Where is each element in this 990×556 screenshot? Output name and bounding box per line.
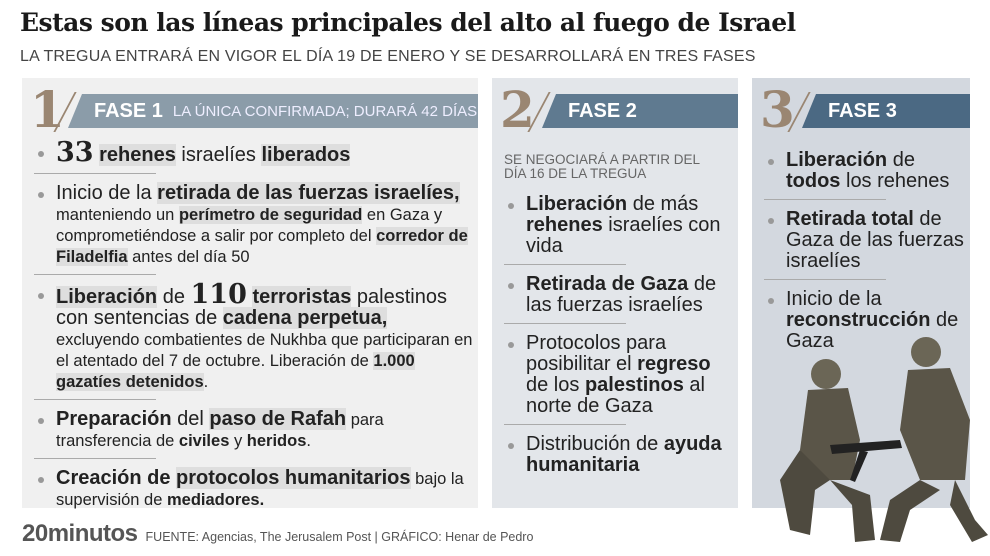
list-item: Protocolos para posibilitar el regreso d… bbox=[504, 333, 736, 425]
footer: 20minutos FUENTE: Agencias, The Jerusale… bbox=[22, 520, 533, 548]
item-separator bbox=[504, 323, 626, 324]
item-text: regreso bbox=[637, 353, 711, 375]
item-text: excluyendo combatientes de Nukhba que pa… bbox=[56, 331, 473, 370]
item-text: Inicio de la bbox=[56, 182, 158, 204]
item-separator bbox=[504, 264, 626, 265]
item-text: Retirada de Gaza bbox=[526, 273, 689, 295]
item-text: terroristas bbox=[252, 286, 352, 308]
list-item: Retirada de Gaza de las fuerzas israelíe… bbox=[504, 274, 736, 324]
item-text: 110 bbox=[190, 279, 247, 310]
item-text: Liberación bbox=[56, 286, 158, 308]
item-separator bbox=[764, 199, 886, 200]
item-text: y bbox=[229, 432, 247, 450]
item-text: Liberación bbox=[526, 193, 628, 215]
item-text: Protocolos para posibilitar el bbox=[526, 332, 667, 375]
item-text: . bbox=[306, 432, 311, 450]
list-item: Inicio de la reconstrucción de Gaza bbox=[764, 289, 968, 360]
item-text: perímetro de seguridad bbox=[178, 206, 363, 224]
phase-list: 33 rehenes israelíes liberados Inicio de … bbox=[34, 139, 474, 527]
item-separator bbox=[504, 424, 626, 425]
item-text: israelíes con vida bbox=[526, 214, 721, 257]
item-text: rehenes bbox=[526, 214, 603, 236]
item-text: Distribución de bbox=[526, 433, 664, 455]
item-text: todos bbox=[786, 170, 841, 192]
item-text: retirada de las fuerzas israelíes, bbox=[157, 182, 460, 204]
page-subtitle: LA TREGUA ENTRARÁ EN VIGOR EL DÍA 19 DE … bbox=[20, 48, 756, 65]
item-text: para transferencia de bbox=[56, 411, 384, 450]
item-text: del bbox=[171, 408, 210, 430]
item-text: civiles bbox=[178, 432, 230, 450]
item-text: Retirada total bbox=[786, 208, 914, 230]
list-item: Creación de protocolos humanitarios bajo… bbox=[34, 467, 474, 518]
phase-label: FASE 2 bbox=[568, 99, 637, 122]
item-text: rehenes bbox=[99, 144, 176, 166]
item-text: Preparación bbox=[56, 408, 172, 430]
item-separator bbox=[34, 458, 156, 459]
item-text: bajo la supervisión de bbox=[56, 470, 464, 509]
phase-header: FASE 2 bbox=[542, 94, 738, 128]
item-text: de bbox=[157, 286, 191, 308]
phase-header: FASE 1 LA ÚNICA CONFIRMADA; DURARÁ 42 DÍ… bbox=[68, 94, 478, 128]
phase-list: Liberación de más rehenes israelíes con … bbox=[504, 194, 736, 493]
item-text: palestinos con sentencias de bbox=[56, 286, 447, 329]
list-item: Inicio de la retirada de las fuerzas isr… bbox=[34, 182, 474, 275]
list-item: Liberación de todos los rehenes bbox=[764, 150, 968, 200]
phase-label: FASE 3 bbox=[828, 99, 897, 122]
item-separator bbox=[34, 399, 156, 400]
item-text: mediadores. bbox=[166, 491, 265, 509]
list-item: Liberación de más rehenes israelíes con … bbox=[504, 194, 736, 265]
item-text: Liberación bbox=[786, 149, 888, 171]
phase-header: FASE 3 bbox=[802, 94, 970, 128]
soldiers-image bbox=[780, 337, 988, 542]
list-item: Preparación del paso de Rafah para trans… bbox=[34, 408, 474, 459]
item-text: antes del día 50 bbox=[127, 248, 250, 266]
item-separator bbox=[764, 279, 886, 280]
item-separator bbox=[34, 173, 156, 174]
item-text: de Gaza de las fuerzas israelíes bbox=[786, 208, 964, 272]
phase-label: FASE 1 bbox=[94, 99, 163, 122]
item-text: cadena perpetua, bbox=[222, 307, 388, 329]
item-text: manteniendo un bbox=[56, 206, 179, 224]
item-text: reconstrucción bbox=[786, 309, 931, 331]
item-text: Inicio de la bbox=[786, 288, 882, 310]
page-title: Estas son las líneas principales del alt… bbox=[20, 8, 796, 37]
item-text: ayuda humanitaria bbox=[526, 433, 722, 476]
phase-1-panel: 1 FASE 1 LA ÚNICA CONFIRMADA; DURARÁ 42 … bbox=[22, 78, 478, 509]
phase-number: 1 bbox=[30, 80, 65, 139]
item-text: de las fuerzas israelíes bbox=[526, 273, 717, 316]
item-text: liberados bbox=[261, 144, 351, 166]
item-text: al norte de Gaza bbox=[526, 374, 705, 417]
item-text: 33 bbox=[56, 137, 94, 168]
item-text: de bbox=[887, 149, 915, 171]
phase-note: SE NEGOCIARÁ A PARTIR DEL DÍA 16 DE LA T… bbox=[504, 152, 700, 181]
brand-logo: 20minutos bbox=[22, 520, 138, 547]
phase-sublabel: LA ÚNICA CONFIRMADA; DURARÁ 42 DÍAS bbox=[172, 102, 478, 120]
item-text: protocolos humanitarios bbox=[176, 467, 411, 489]
item-text: Creación de bbox=[56, 467, 177, 489]
list-item: Distribución de ayuda humanitaria bbox=[504, 434, 736, 484]
item-text: palestinos bbox=[584, 374, 684, 396]
item-text: en Gaza y comprometiéndose a salir por c… bbox=[56, 206, 443, 245]
source-credit: FUENTE: Agencias, The Jerusalem Post | G… bbox=[145, 530, 534, 544]
item-text: . bbox=[203, 373, 209, 391]
phase-2-panel: 2 FASE 2 SE NEGOCIARÁ A PARTIR DEL DÍA 1… bbox=[492, 78, 738, 508]
item-separator bbox=[34, 274, 156, 275]
list-item: Liberación de 110 terroristas palestinos… bbox=[34, 281, 474, 400]
item-text: de los bbox=[526, 374, 585, 396]
item-text: israelíes bbox=[175, 144, 262, 166]
item-text: heridos bbox=[246, 432, 307, 450]
item-text: los rehenes bbox=[840, 170, 950, 192]
list-item: 33 rehenes israelíes liberados bbox=[34, 139, 474, 174]
item-text: paso de Rafah bbox=[209, 408, 347, 430]
list-item: Retirada total de Gaza de las fuerzas is… bbox=[764, 209, 968, 280]
phase-list: Liberación de todos los rehenes Retirada … bbox=[764, 150, 968, 369]
item-text: de Gaza bbox=[786, 309, 959, 352]
item-text: de más bbox=[627, 193, 699, 215]
